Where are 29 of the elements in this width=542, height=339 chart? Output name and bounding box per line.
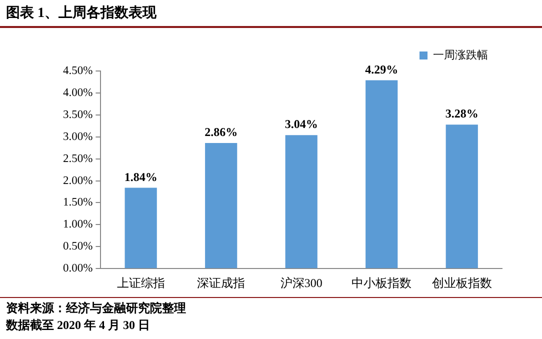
bar <box>446 124 478 268</box>
bar <box>285 135 318 268</box>
data-label: 1.84% <box>124 170 158 184</box>
y-tick-label: 2.00% <box>62 174 94 187</box>
chart-title: 图表 1、上周各指数表现 <box>6 4 156 22</box>
bar <box>205 143 238 268</box>
y-tick-label: 4.00% <box>62 86 94 99</box>
x-tick-label: 上证综指 <box>116 276 165 290</box>
data-label: 3.04% <box>284 117 318 132</box>
text: 数据截至 2020 年 4 月 30 日 <box>6 317 151 334</box>
y-tick-label: 3.00% <box>62 130 94 143</box>
bar <box>366 80 398 268</box>
data-label: 3.28% <box>445 106 478 121</box>
data-label: 2.86% <box>204 125 238 140</box>
x-tick-label: 中小板指数 <box>352 276 412 290</box>
x-tick-label: 深证成指 <box>197 276 246 290</box>
y-tick-label: 4.50% <box>62 65 94 78</box>
y-tick-label: 3.50% <box>62 108 94 121</box>
data-label: 4.29% <box>365 62 398 76</box>
x-tick-label: 创业板指数 <box>432 276 492 290</box>
y-tick-label: 2.50% <box>62 152 94 165</box>
bar <box>124 188 157 268</box>
y-tick-label: 0.00% <box>62 262 94 275</box>
y-tick-label: 1.50% <box>62 196 94 209</box>
text: 资料来源：经济与金融研究院整理 <box>6 300 186 317</box>
y-tick-label: 1.00% <box>62 218 94 231</box>
x-tick-label: 沪深300 <box>280 276 322 290</box>
y-tick-label: 0.50% <box>62 240 94 253</box>
legend-label: 一周涨跌幅 <box>433 49 488 62</box>
